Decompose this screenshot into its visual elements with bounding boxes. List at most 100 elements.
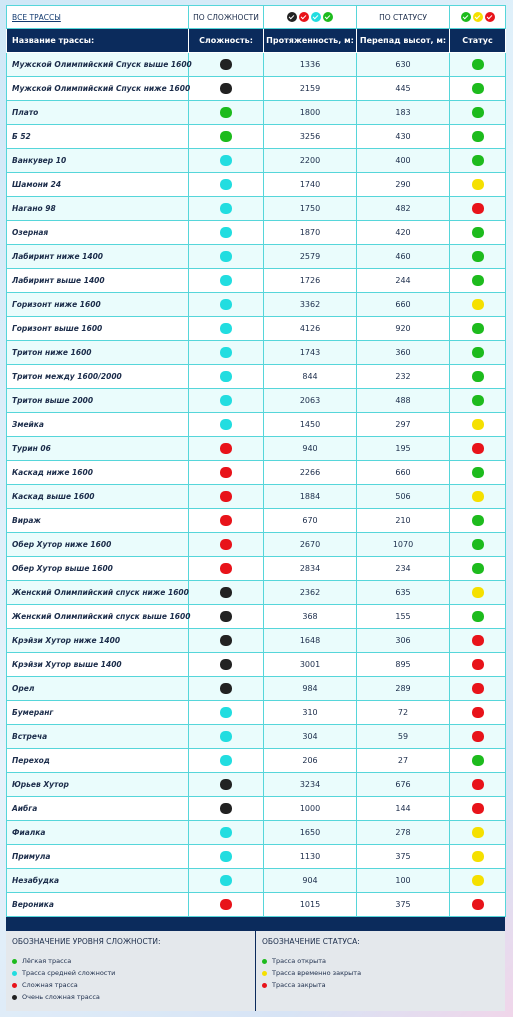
trail-name: Юрьев Хутор [6, 772, 189, 797]
status-cell [449, 220, 506, 245]
trail-length: 4126 [263, 316, 357, 341]
status-cell [449, 580, 506, 605]
trail-drop: 460 [356, 244, 450, 269]
filter-difficulty[interactable]: ПО СЛОЖНОСТИ [188, 5, 264, 29]
trail-length: 3001 [263, 652, 357, 677]
difficulty-cell [188, 388, 264, 413]
trail-length: 206 [263, 748, 357, 773]
trail-name: Аибга [6, 796, 189, 821]
difficulty-dot [220, 323, 232, 334]
filter-status[interactable]: ПО СТАТУСУ [356, 5, 450, 29]
difficulty-dot [220, 899, 232, 910]
status-dot [471, 275, 484, 286]
trail-drop: 289 [356, 676, 450, 701]
difficulty-cell [188, 748, 264, 773]
difficulty-cell [188, 796, 264, 821]
difficulty-cell [188, 292, 264, 317]
status-cell [449, 340, 506, 365]
trail-row: Женский Олимпийский спуск выше 1600 368 15… [6, 604, 506, 629]
difficulty-dot [220, 83, 232, 94]
trail-length: 940 [263, 436, 357, 461]
trail-length: 984 [263, 676, 357, 701]
status-dot [471, 395, 484, 406]
difficulty-dot [220, 683, 232, 694]
trail-name: Шамони 24 [6, 172, 189, 197]
status-cell [449, 124, 506, 149]
trail-name: Встреча [6, 724, 189, 749]
difficulty-dot [220, 779, 232, 790]
difficulty-dot [220, 851, 232, 862]
trail-row: Б 52 3256 430 [6, 124, 506, 149]
trail-drop: 430 [356, 124, 450, 149]
status-cell [449, 652, 506, 677]
difficulty-cell [188, 364, 264, 389]
header-cell: Название трассы: [6, 28, 189, 53]
difficulty-cell [188, 460, 264, 485]
difficulty-dot [220, 107, 232, 118]
trail-row: Турин 06 940 195 [6, 436, 506, 461]
status-dot [471, 851, 484, 862]
status-dot [471, 611, 484, 622]
filter-row: ВСЕ ТРАССЫ ПО СЛОЖНОСТИ ПО СТАТУСУ [6, 5, 506, 29]
status-dot [471, 131, 484, 142]
difficulty-dot [220, 731, 232, 742]
filter-red[interactable] [299, 12, 309, 22]
status-cell [449, 628, 506, 653]
trail-name: Крэйзи Хутор выше 1400 [6, 652, 189, 677]
difficulty-cell [188, 484, 264, 509]
difficulty-dot [220, 203, 232, 214]
legend-item: Трасса открыта [262, 955, 499, 967]
trail-name: Женский Олимпийский спуск ниже 1600 [6, 580, 189, 605]
difficulty-cell [188, 52, 264, 77]
status-dot [471, 467, 484, 478]
trail-row: Горизонт выше 1600 4126 920 [6, 316, 506, 341]
status-cell [449, 52, 506, 77]
trail-length: 670 [263, 508, 357, 533]
status-dot [471, 251, 484, 262]
trail-length: 2200 [263, 148, 357, 173]
status-cell [449, 460, 506, 485]
difficulty-cell [188, 436, 264, 461]
trail-name: Б 52 [6, 124, 189, 149]
filter-temp-closed[interactable] [472, 12, 483, 22]
status-cell [449, 532, 506, 557]
header-cell: Статус [449, 28, 506, 53]
difficulty-cell [188, 532, 264, 557]
trail-name: Вираж [6, 508, 189, 533]
trail-length: 2579 [263, 244, 357, 269]
trail-row: Тритон ниже 1600 1743 360 [6, 340, 506, 365]
trail-drop: 660 [356, 460, 450, 485]
status-cell [449, 100, 506, 125]
difficulty-dot [220, 155, 232, 166]
difficulty-dot [220, 803, 232, 814]
filter-green[interactable] [323, 12, 333, 22]
status-cell [449, 172, 506, 197]
status-dot [471, 827, 484, 838]
status-cell [449, 796, 506, 821]
filter-open[interactable] [460, 12, 471, 22]
legend-dot [12, 994, 17, 1000]
trail-row: Обер Хутор выше 1600 2834 234 [6, 556, 506, 581]
trail-length: 3234 [263, 772, 357, 797]
trail-drop: 920 [356, 316, 450, 341]
trail-length: 1650 [263, 820, 357, 845]
filter-all[interactable]: ВСЕ ТРАССЫ [6, 5, 189, 29]
trail-name: Мужской Олимпийский Спуск выше 1600 [6, 52, 192, 77]
trail-drop: 400 [356, 148, 450, 173]
filter-black[interactable] [287, 12, 297, 22]
difficulty-dot [220, 251, 232, 262]
filter-closed[interactable] [484, 12, 495, 22]
filter-cyan[interactable] [311, 12, 321, 22]
trail-length: 2159 [263, 76, 357, 101]
trail-drop: 676 [356, 772, 450, 797]
status-cell [449, 676, 506, 701]
status-dot [471, 419, 484, 430]
difficulty-dot [220, 371, 232, 382]
trail-name: Вероника [6, 892, 189, 917]
trail-drop: 183 [356, 100, 450, 125]
trail-name: Обер Хутор ниже 1600 [6, 532, 189, 557]
status-dot [471, 83, 484, 94]
trail-row: Крэйзи Хутор выше 1400 3001 895 [6, 652, 506, 677]
difficulty-cell [188, 220, 264, 245]
header-cell: Протяженность, м: [263, 28, 357, 53]
